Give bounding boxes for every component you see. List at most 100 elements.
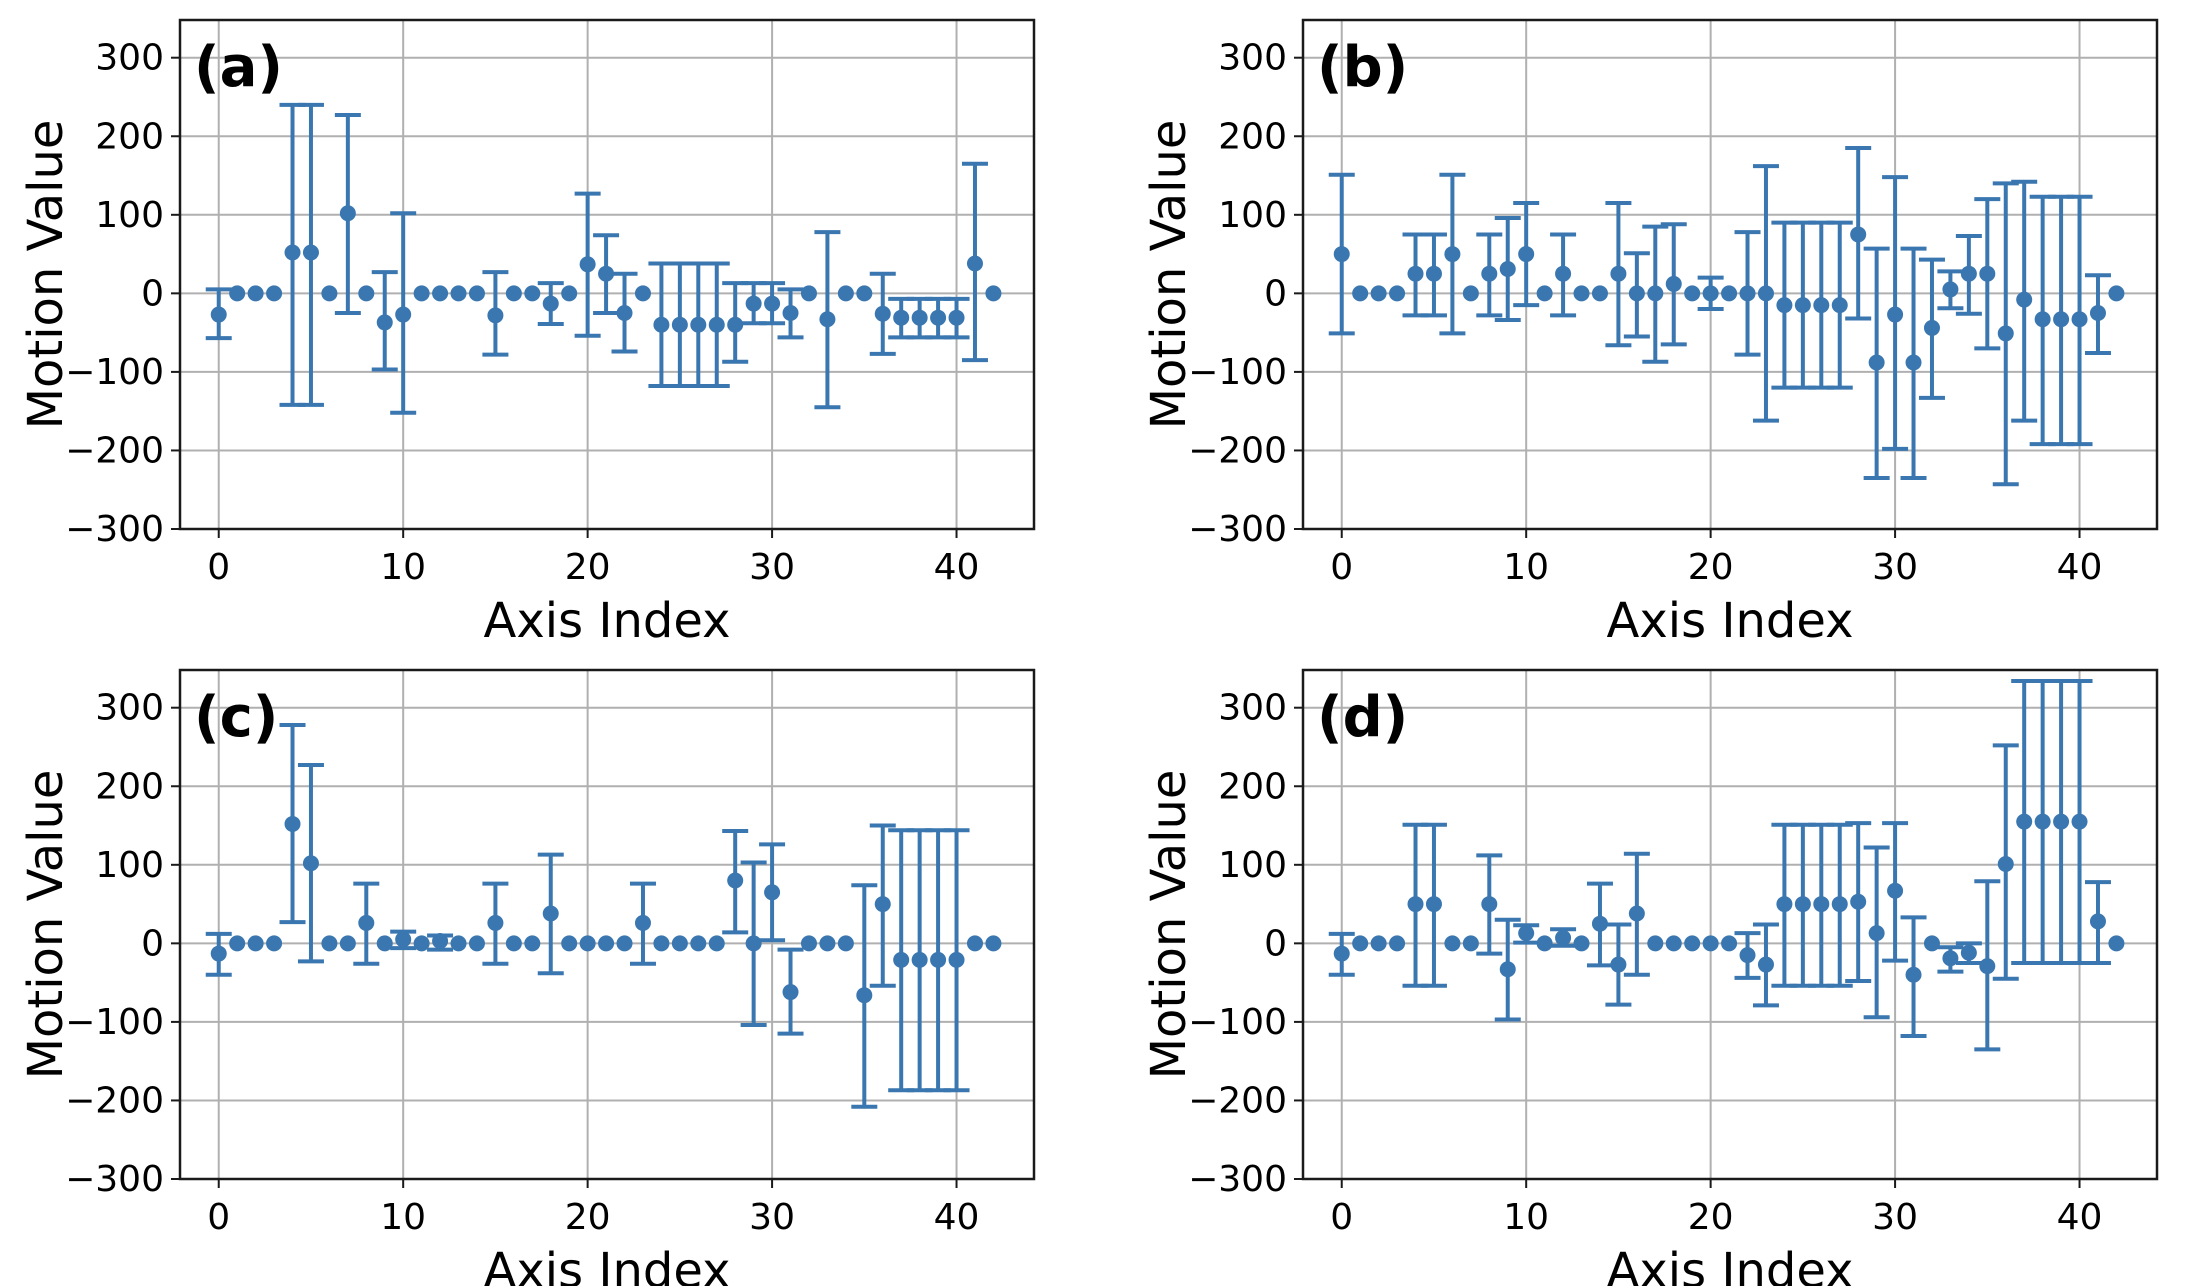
data-point bbox=[1887, 306, 1904, 323]
x-axis-label: Axis Index bbox=[1607, 1243, 1854, 1286]
data-point bbox=[2089, 913, 2106, 930]
grid bbox=[180, 670, 1034, 1179]
data-point bbox=[339, 205, 356, 222]
data-point bbox=[1333, 246, 1350, 263]
data-point bbox=[708, 935, 725, 952]
data-point bbox=[782, 304, 799, 321]
ytick-label: −200 bbox=[1188, 1080, 1287, 1121]
data-point bbox=[1518, 246, 1535, 263]
data-point bbox=[229, 935, 246, 952]
data-point bbox=[1573, 285, 1590, 302]
data-point bbox=[321, 285, 338, 302]
data-point bbox=[2108, 935, 2125, 952]
xtick-label: 40 bbox=[2057, 547, 2103, 588]
xtick-label: 0 bbox=[207, 547, 230, 588]
data-point bbox=[911, 309, 928, 326]
data-points bbox=[1333, 226, 2125, 371]
data-point bbox=[284, 815, 301, 832]
data-point bbox=[1462, 285, 1479, 302]
x-axis-label: Axis Index bbox=[1607, 593, 1854, 643]
data-point bbox=[2016, 291, 2033, 308]
data-point bbox=[1831, 896, 1848, 913]
grid bbox=[1303, 670, 2157, 1179]
data-point bbox=[1923, 935, 1940, 952]
data-point bbox=[671, 935, 688, 952]
axes-spines bbox=[178, 18, 1036, 531]
data-point bbox=[1518, 925, 1535, 942]
data-point bbox=[1555, 929, 1572, 946]
ytick-label: −300 bbox=[1188, 1159, 1287, 1200]
ytick-label: 300 bbox=[95, 688, 164, 729]
data-point bbox=[579, 935, 596, 952]
data-point bbox=[1942, 281, 1959, 298]
ytick-label: −300 bbox=[65, 1159, 164, 1200]
data-point bbox=[1610, 265, 1627, 282]
data-point bbox=[1370, 285, 1387, 302]
data-point bbox=[1997, 856, 2014, 873]
data-points bbox=[210, 815, 1002, 1004]
data-point bbox=[616, 304, 633, 321]
data-point bbox=[727, 316, 744, 333]
data-point bbox=[1905, 966, 1922, 983]
data-point bbox=[727, 872, 744, 889]
data-point bbox=[616, 935, 633, 952]
data-point bbox=[874, 305, 891, 322]
xtick-label: 10 bbox=[380, 1197, 426, 1238]
panel-letter: (b) bbox=[1317, 35, 1408, 100]
data-point bbox=[247, 285, 264, 302]
data-point bbox=[745, 295, 762, 312]
data-point bbox=[1647, 285, 1664, 302]
data-point bbox=[1647, 935, 1664, 952]
ytick-label: 200 bbox=[95, 116, 164, 157]
data-point bbox=[1850, 226, 1867, 243]
ytick-label: −100 bbox=[65, 352, 164, 393]
ytick-label: 100 bbox=[1218, 195, 1287, 236]
panel-letter: (a) bbox=[194, 35, 283, 100]
data-point bbox=[1813, 896, 1830, 913]
ytick-label: 200 bbox=[95, 766, 164, 807]
tick-labels: 300 200 100 0 −100 −200 −300 0 10 20 30 40 bbox=[65, 38, 979, 588]
ytick-label: 300 bbox=[1218, 688, 1287, 729]
data-point bbox=[1960, 944, 1977, 961]
data-point bbox=[1536, 285, 1553, 302]
data-point bbox=[542, 295, 559, 312]
data-point bbox=[1573, 935, 1590, 952]
ticks bbox=[1294, 706, 2081, 1188]
data-point bbox=[395, 306, 412, 323]
axes-spines bbox=[1301, 18, 2159, 531]
data-point bbox=[505, 935, 522, 952]
data-point bbox=[985, 935, 1002, 952]
data-point bbox=[930, 951, 947, 968]
x-axis-label: Axis Index bbox=[484, 593, 731, 643]
data-point bbox=[1352, 935, 1369, 952]
data-point bbox=[1389, 285, 1406, 302]
ytick-label: −200 bbox=[65, 1080, 164, 1121]
data-point bbox=[819, 311, 836, 328]
tick-labels: 300 200 100 0 −100 −200 −300 0 10 20 30 40 bbox=[1188, 38, 2102, 588]
data-point bbox=[1628, 285, 1645, 302]
data-point bbox=[1684, 935, 1701, 952]
ytick-label: 200 bbox=[1218, 116, 1287, 157]
data-point bbox=[948, 309, 965, 326]
xtick-label: 10 bbox=[380, 547, 426, 588]
data-point bbox=[1610, 956, 1627, 973]
data-point bbox=[856, 987, 873, 1004]
data-point bbox=[800, 935, 817, 952]
data-point bbox=[1905, 354, 1922, 371]
ytick-label: −200 bbox=[65, 430, 164, 471]
data-point bbox=[1979, 958, 1996, 975]
data-point bbox=[2034, 311, 2051, 328]
data-point bbox=[1481, 896, 1498, 913]
data-point bbox=[1462, 935, 1479, 952]
xtick-label: 30 bbox=[1872, 547, 1918, 588]
data-point bbox=[653, 935, 670, 952]
data-point bbox=[671, 316, 688, 333]
data-point bbox=[948, 951, 965, 968]
data-point bbox=[229, 285, 246, 302]
data-point bbox=[985, 285, 1002, 302]
data-point bbox=[284, 244, 301, 261]
data-point bbox=[1352, 285, 1369, 302]
ytick-label: 0 bbox=[141, 273, 164, 314]
data-point bbox=[1702, 285, 1719, 302]
data-point bbox=[1499, 961, 1516, 978]
